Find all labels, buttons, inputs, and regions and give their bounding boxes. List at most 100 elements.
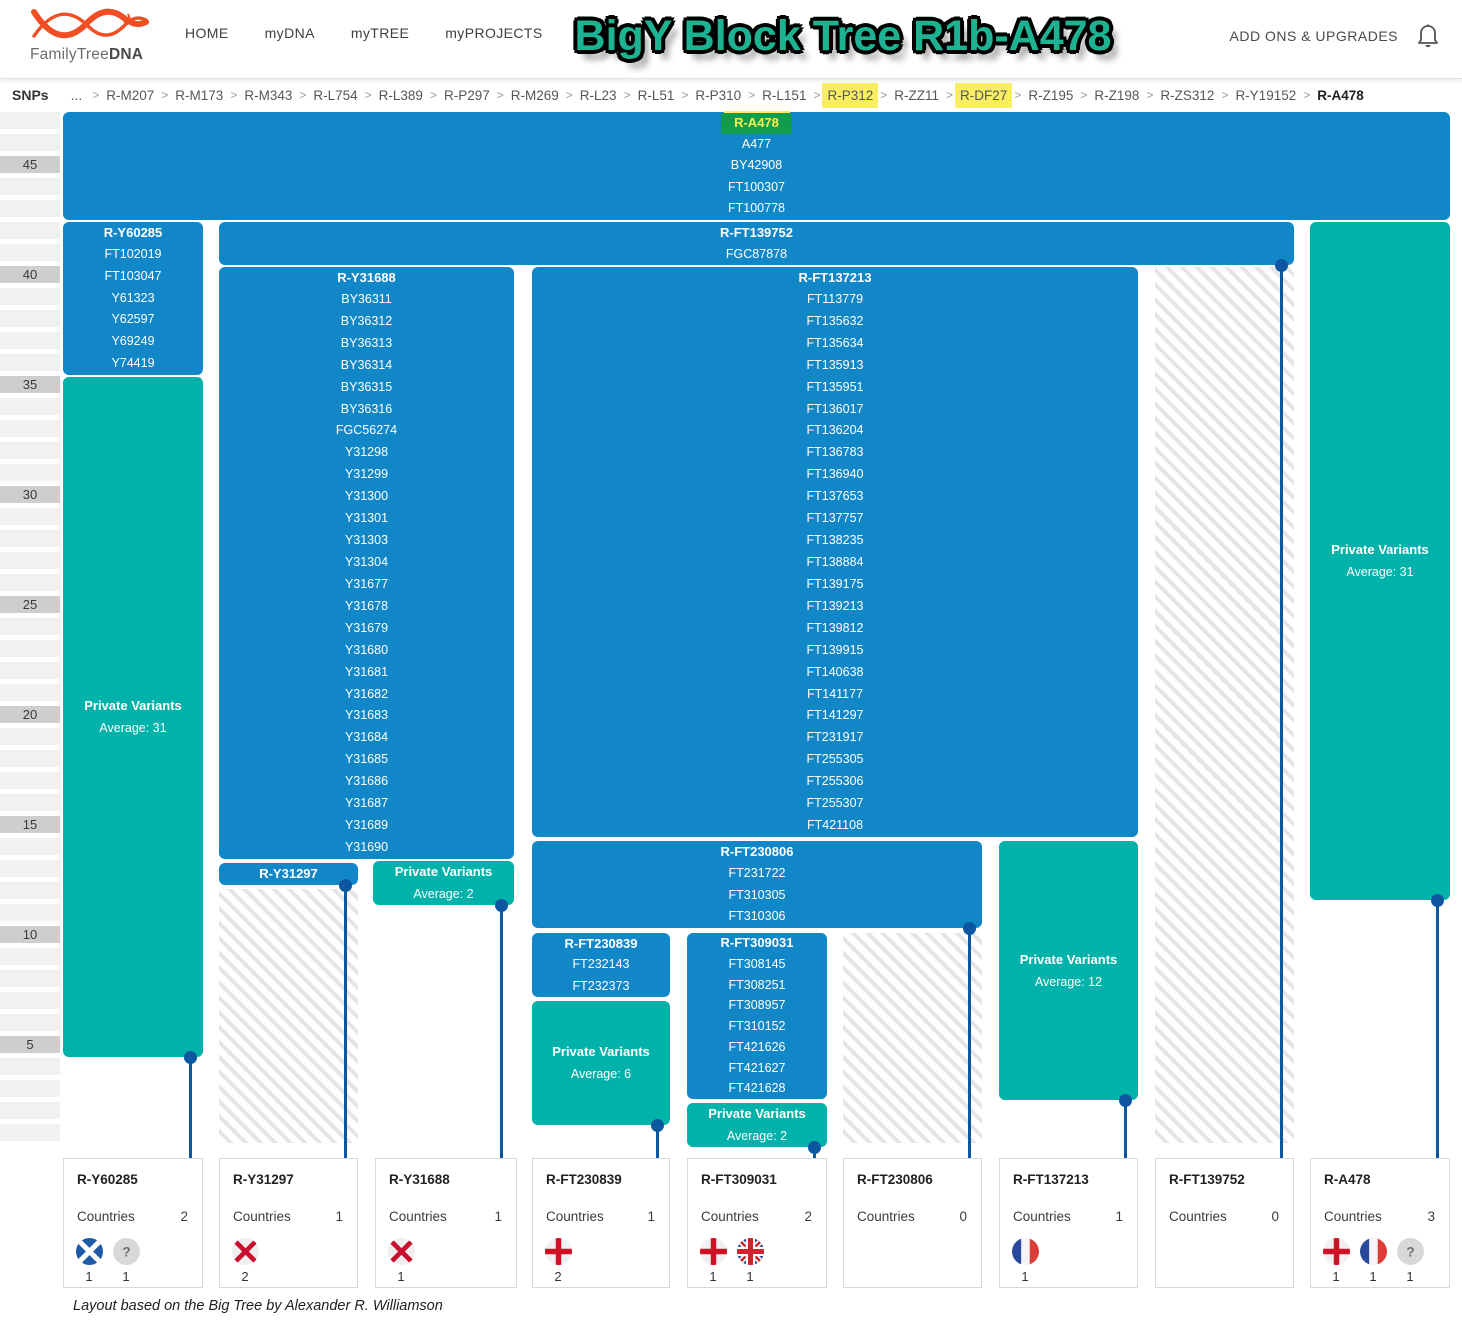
block-R-FT139752[interactable]: R-FT139752 FGC87878: [219, 222, 1294, 265]
block-hatch-ft230806: [843, 933, 982, 1143]
axis-tick-label: 15: [22, 817, 38, 832]
breadcrumb-item-r-m207[interactable]: R-M207: [106, 87, 155, 103]
breadcrumb-item-r-l389[interactable]: R-L389: [378, 87, 423, 103]
card-countries-row: Countries 1: [233, 1209, 343, 1224]
breadcrumb-item-r-m343[interactable]: R-M343: [244, 87, 293, 103]
familytreedna-logo[interactable]: FamilyTreeDNA: [30, 6, 160, 68]
block-R-Y31688[interactable]: R-Y31688 BY36311 BY36312 BY36313 BY36314 BY36…: [219, 267, 514, 859]
breadcrumb-item-r-zs312[interactable]: R-ZS312: [1160, 87, 1215, 103]
breadcrumb-separator: >: [299, 88, 307, 102]
flag-row: 2: [544, 1238, 669, 1284]
axis-stripe: [0, 552, 60, 569]
breadcrumb-item-r-l151[interactable]: R-L151: [762, 87, 807, 103]
snp-label-by36311: BY36311: [341, 291, 392, 306]
breadcrumb-item-r-l754[interactable]: R-L754: [313, 87, 358, 103]
block-pv-y31688[interactable]: Private Variants Average: 2: [373, 861, 514, 905]
breadcrumb-item-r-z198[interactable]: R-Z198: [1094, 87, 1140, 103]
block-pv-a478[interactable]: Private Variants Average: 31: [1310, 222, 1450, 900]
block-pv-ft137213[interactable]: Private Variants Average: 12: [999, 841, 1138, 1100]
axis-tick-35: 35: [0, 376, 60, 393]
connector-dot-pv-ft230839: [650, 1118, 664, 1132]
breadcrumb-item-r-zz11[interactable]: R-ZZ11: [894, 87, 940, 103]
snp-label-y31685: Y31685: [344, 752, 389, 767]
axis-stripe: [0, 684, 60, 701]
summary-card-r-ft230806: R-FT230806 Countries 0: [843, 1158, 982, 1288]
flag-row: 1 1? 1: [1322, 1238, 1449, 1284]
block-pv-ft230839[interactable]: Private Variants Average: 6: [532, 1001, 670, 1125]
breadcrumb-item-r-df27[interactable]: R-DF27: [955, 82, 1013, 108]
breadcrumb-separator: >: [565, 88, 573, 102]
addons-upgrades-link[interactable]: ADD ONS & UPGRADES: [1229, 28, 1398, 44]
breadcrumb-item-r-m173[interactable]: R-M173: [175, 87, 224, 103]
card-haplogroup-name: R-FT139752: [1169, 1172, 1245, 1187]
breadcrumb-item-r-z195[interactable]: R-Z195: [1028, 87, 1074, 103]
breadcrumb-item-r-p310[interactable]: R-P310: [695, 87, 742, 103]
breadcrumb-item-r-a478[interactable]: R-A478: [1317, 87, 1364, 103]
axis-stripe: [0, 750, 60, 767]
flag-france-icon[interactable]: 1: [1011, 1238, 1039, 1284]
block-R-FT230839[interactable]: R-FT230839 FT232143 FT232373: [532, 933, 670, 997]
flag-france-icon[interactable]: 1: [1359, 1238, 1387, 1284]
snp-label-ft138884: FT138884: [806, 554, 864, 569]
block-R-Y60285[interactable]: R-Y60285 FT102019 FT103047 Y61323 Y62597 Y692…: [63, 222, 203, 375]
block-pv-y60285[interactable]: Private Variants Average: 31: [63, 377, 203, 1057]
brand-name: FamilyTreeDNA: [30, 46, 144, 63]
breadcrumb-separator: >: [429, 88, 437, 102]
flag-count: 1: [746, 1269, 754, 1284]
dna-helix-icon: [31, 8, 149, 39]
breadcrumb-item-r-y19152[interactable]: R-Y19152: [1235, 87, 1297, 103]
flag-unknown-icon[interactable]: ? 1: [112, 1238, 140, 1284]
snp-label-ft141297: FT141297: [806, 708, 864, 723]
breadcrumb-ellipsis[interactable]: ...: [70, 87, 83, 103]
block-R-A478-top[interactable]: R-A478 A477 BY42908 FT100307 FT100778: [63, 104, 1450, 220]
breadcrumb-item-r-p297[interactable]: R-P297: [443, 87, 490, 103]
nav-item-myprojects[interactable]: myPROJECTS: [445, 25, 543, 41]
nav-item-home[interactable]: HOME: [185, 25, 229, 41]
haplogroup-label-r-ft230839: R-FT230839: [564, 936, 638, 951]
summary-card-r-a478: R-A478 Countries 3 1 1? 1: [1310, 1158, 1450, 1288]
flag-uk-icon[interactable]: 1: [736, 1238, 764, 1284]
notifications-bell-icon[interactable]: [1416, 23, 1440, 51]
snp-label-ft421628: FT421628: [728, 1081, 786, 1096]
snp-label-by36315: BY36315: [340, 379, 393, 394]
haplogroup-label-r-y31297: R-Y31297: [259, 866, 318, 881]
nav-item-mydna[interactable]: myDNA: [264, 25, 315, 41]
snp-label-ft232143: FT232143: [572, 957, 630, 972]
axis-stripe: [0, 464, 60, 481]
block-pv-ft309031[interactable]: Private Variants Average: 2: [687, 1103, 827, 1147]
card-countries-row: Countries 0: [1169, 1209, 1279, 1224]
breadcrumb-item-r-l51[interactable]: R-L51: [637, 87, 675, 103]
connector-dot-pv-y60285: [183, 1050, 197, 1064]
axis-stripe: [0, 882, 60, 899]
block-R-Y31297[interactable]: R-Y31297: [219, 863, 358, 885]
flag-patrick-icon[interactable]: 1: [387, 1238, 415, 1284]
summary-card-r-ft309031: R-FT309031 Countries 2 1 1: [687, 1158, 827, 1288]
countries-label: Countries: [857, 1209, 915, 1224]
flag-england-icon[interactable]: 1: [699, 1238, 727, 1284]
flag-patrick-icon[interactable]: 2: [231, 1238, 259, 1284]
app-header: FamilyTreeDNA HOME myDNA myTREE myPROJECTS …: [0, 0, 1462, 79]
block-R-FT137213[interactable]: R-FT137213 FT113779 FT135632 FT135634 FT1359…: [532, 267, 1138, 837]
block-R-FT309031[interactable]: R-FT309031 FT308145 FT308251 FT308957 FT3101…: [687, 933, 827, 1099]
block-R-FT230806[interactable]: R-FT230806 FT231722 FT310305 FT310306: [532, 841, 982, 928]
breadcrumb: > R-M207 > R-M173 > R-M343 > R-L754 > R-L389 > R-P2…: [90, 82, 1369, 108]
private-variants-title: Private Variants: [394, 864, 493, 879]
flag-scotland-icon[interactable]: 1: [75, 1238, 103, 1284]
flag-row: 1? 1: [75, 1238, 202, 1284]
connector-line-pv-y60285: [188, 1057, 192, 1159]
snp-label-by42908: BY42908: [730, 158, 783, 173]
snp-label-ft136783: FT136783: [806, 445, 864, 460]
snp-label-y31681: Y31681: [344, 664, 389, 679]
breadcrumb-item-r-l23[interactable]: R-L23: [579, 87, 617, 103]
card-countries-row: Countries 2: [77, 1209, 188, 1224]
connector-line-pv-y31688: [499, 905, 503, 1159]
flag-england-icon[interactable]: 2: [544, 1238, 572, 1284]
flag-england-icon[interactable]: 1: [1322, 1238, 1350, 1284]
nav-item-mytree[interactable]: myTREE: [350, 25, 410, 41]
card-countries-row: Countries 3: [1324, 1209, 1435, 1224]
flag-row: 2: [231, 1238, 357, 1284]
breadcrumb-item-r-p312[interactable]: R-P312: [822, 82, 879, 108]
flag-unknown-icon[interactable]: ? 1: [1396, 1238, 1424, 1284]
breadcrumb-item-r-m269[interactable]: R-M269: [510, 87, 559, 103]
haplogroup-label-r-a478: R-A478: [63, 112, 1450, 134]
